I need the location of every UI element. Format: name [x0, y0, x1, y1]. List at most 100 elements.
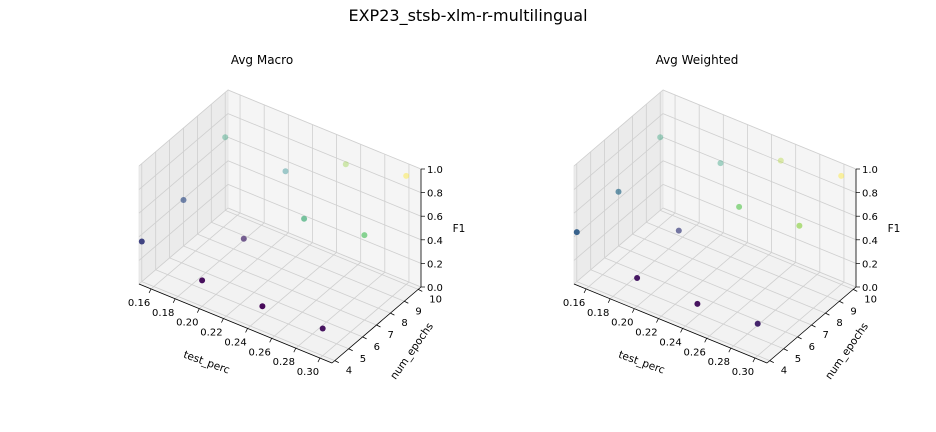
y-tick-label: 8 — [401, 318, 407, 329]
data-point — [736, 203, 743, 210]
y-tick-mark — [334, 360, 339, 363]
y-tick-label: 5 — [360, 354, 366, 365]
x-tick-label: 0.22 — [635, 328, 657, 339]
x-tick-mark — [317, 357, 321, 363]
x-tick-mark — [656, 318, 659, 323]
data-point — [657, 134, 664, 141]
x-tick-mark — [269, 338, 273, 343]
x-tick-mark — [583, 288, 587, 294]
z-gridline — [573, 207, 664, 285]
z-tick-label: 0.0 — [427, 283, 443, 294]
z-gridline — [573, 160, 664, 238]
data-points — [138, 134, 410, 332]
x-tick-label: 0.30 — [297, 367, 319, 378]
y-tick-label: 4 — [781, 366, 787, 377]
y-tick-mark — [362, 336, 367, 340]
z-gridline — [573, 136, 664, 214]
x-tick-mark — [221, 318, 224, 323]
y-tick-label: 5 — [795, 354, 801, 365]
y-gridline — [197, 233, 391, 314]
x-axis-label: test_perc — [182, 349, 232, 377]
x-tick-label: 0.18 — [152, 308, 174, 319]
data-point — [342, 161, 349, 168]
z-axis-label: F1 — [888, 223, 901, 235]
data-point — [319, 325, 326, 332]
y-axis-label: num_epochs — [823, 321, 871, 382]
data-point — [301, 215, 308, 222]
grid-lines — [138, 89, 422, 361]
data-point — [138, 238, 145, 245]
z-gridline — [227, 113, 422, 193]
y-tick-mark — [853, 289, 858, 292]
x-tick-label: 0.24 — [659, 337, 681, 348]
chart-title: Avg Macro — [231, 53, 293, 67]
data-point — [259, 303, 266, 310]
x-tick-label: 0.22 — [200, 328, 222, 339]
y-tick-label: 4 — [346, 366, 352, 377]
z-gridline — [138, 184, 229, 261]
y-tick-mark — [390, 312, 395, 316]
x-tick-mark — [728, 348, 732, 353]
y-gridline — [590, 269, 784, 350]
z-gridline — [662, 184, 857, 264]
z-tick-label: 0.4 — [862, 236, 878, 247]
grid-lines — [573, 89, 857, 361]
z-gridline — [227, 136, 422, 217]
data-point — [796, 222, 803, 229]
z-tick-label: 1.0 — [862, 165, 878, 176]
data-point — [282, 168, 289, 175]
z-gridline — [227, 89, 422, 170]
y-tick-mark — [825, 312, 830, 316]
z-gridline — [662, 160, 857, 241]
z-tick-label: 0.2 — [427, 259, 443, 270]
z-gridline — [662, 207, 857, 288]
y-tick-label: 8 — [836, 318, 842, 329]
y-gridline — [646, 221, 840, 302]
z-gridline — [227, 184, 422, 264]
z-gridline — [662, 136, 857, 217]
data-point — [222, 134, 229, 141]
y-gridline — [183, 245, 377, 326]
z-tick-label: 0.8 — [427, 189, 443, 200]
z-tick-label: 0.4 — [427, 236, 443, 247]
y-tick-mark — [797, 336, 802, 340]
data-point — [634, 275, 641, 281]
z-gridline — [138, 89, 229, 167]
x-tick-label: 0.26 — [684, 347, 706, 358]
z-tick-label: 0.0 — [862, 283, 878, 294]
y-gridline — [169, 257, 363, 338]
data-point — [694, 300, 701, 307]
z-gridline — [573, 89, 664, 167]
y-gridline — [155, 269, 349, 350]
y-tick-mark — [769, 360, 774, 363]
y-axis-label: num_epochs — [388, 321, 436, 382]
y-tick-label: 9 — [850, 306, 856, 317]
x-tick-mark — [196, 308, 200, 313]
x-tick-label: 0.18 — [587, 308, 609, 319]
data-point — [615, 188, 622, 195]
chart-title: Avg Weighted — [656, 53, 739, 67]
z-gridline — [138, 207, 229, 285]
z-tick-label: 0.8 — [862, 189, 878, 200]
data-point — [573, 229, 580, 236]
x-axis-line — [138, 283, 333, 364]
y-tick-label: 7 — [388, 330, 394, 341]
y-gridline — [576, 281, 770, 361]
y-gridline — [225, 210, 419, 290]
x-tick-mark — [752, 357, 756, 363]
x-axis-line — [573, 283, 768, 364]
y-tick-label: 10 — [429, 294, 442, 305]
y-tick-label: 6 — [809, 342, 815, 353]
z-gridline — [662, 89, 857, 170]
data-point — [240, 235, 247, 242]
z-gridline — [138, 136, 229, 214]
data-point — [403, 172, 410, 179]
y-tick-label: 6 — [374, 342, 380, 353]
x-tick-label: 0.24 — [224, 337, 246, 348]
data-point — [675, 227, 682, 234]
data-point — [180, 197, 187, 203]
y-gridline — [632, 233, 826, 314]
